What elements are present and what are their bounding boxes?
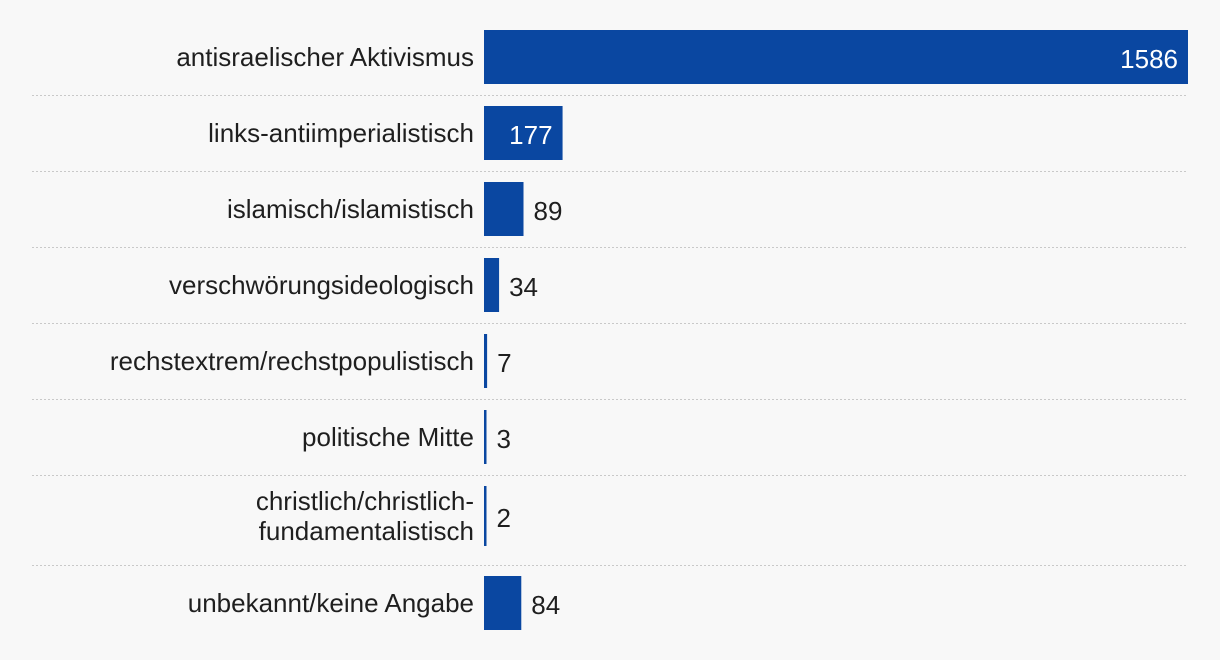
value-label: 7	[497, 348, 511, 378]
bar	[484, 334, 488, 388]
bar	[484, 30, 1188, 84]
value-label: 34	[509, 272, 538, 302]
value-label: 84	[531, 590, 560, 620]
category-label: verschwörungsideologisch	[169, 270, 474, 300]
value-label: 1586	[1120, 44, 1178, 74]
value-label: 3	[497, 424, 511, 454]
bar	[484, 410, 487, 464]
bar	[484, 576, 522, 630]
bar	[484, 106, 563, 160]
category-label: unbekannt/keine Angabe	[188, 588, 474, 618]
category-label: politische Mitte	[302, 422, 474, 452]
category-label: links-antiimperialistisch	[208, 118, 474, 148]
value-label: 89	[534, 196, 563, 226]
category-label: fundamentalistisch	[259, 516, 474, 546]
bar	[484, 258, 500, 312]
category-label: antisraelischer Aktivismus	[176, 42, 474, 72]
value-label: 2	[497, 503, 511, 533]
category-label: christlich/christlich-	[256, 486, 474, 516]
bar	[484, 182, 524, 236]
category-label: islamisch/islamistisch	[227, 194, 474, 224]
value-label: 177	[509, 120, 552, 150]
category-label: rechstextrem/rechstpopulistisch	[110, 346, 474, 376]
bar	[484, 486, 487, 546]
